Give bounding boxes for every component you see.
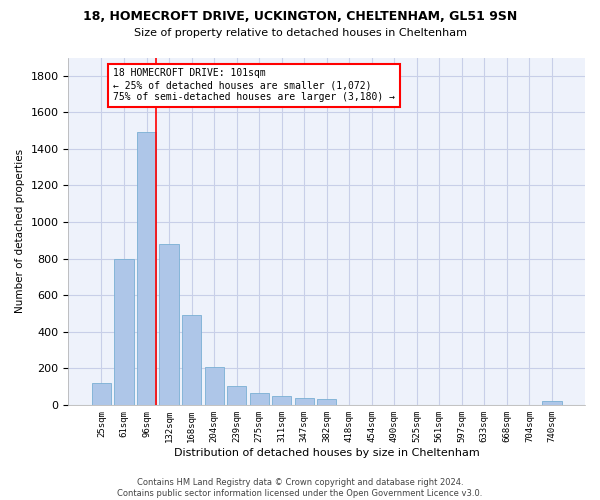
Bar — [205, 368, 224, 405]
Text: 18 HOMECROFT DRIVE: 101sqm
← 25% of detached houses are smaller (1,072)
75% of s: 18 HOMECROFT DRIVE: 101sqm ← 25% of deta… — [113, 68, 395, 102]
Bar — [542, 401, 562, 405]
Bar — [137, 132, 156, 405]
Text: 18, HOMECROFT DRIVE, UCKINGTON, CHELTENHAM, GL51 9SN: 18, HOMECROFT DRIVE, UCKINGTON, CHELTENH… — [83, 10, 517, 23]
Bar — [227, 386, 246, 405]
Bar — [92, 383, 111, 405]
X-axis label: Distribution of detached houses by size in Cheltenham: Distribution of detached houses by size … — [174, 448, 479, 458]
Y-axis label: Number of detached properties: Number of detached properties — [15, 149, 25, 313]
Bar — [272, 396, 291, 405]
Bar — [115, 258, 134, 405]
Bar — [295, 398, 314, 405]
Bar — [182, 316, 201, 405]
Text: Size of property relative to detached houses in Cheltenham: Size of property relative to detached ho… — [133, 28, 467, 38]
Bar — [160, 244, 179, 405]
Bar — [250, 393, 269, 405]
Bar — [317, 400, 336, 405]
Text: Contains HM Land Registry data © Crown copyright and database right 2024.
Contai: Contains HM Land Registry data © Crown c… — [118, 478, 482, 498]
